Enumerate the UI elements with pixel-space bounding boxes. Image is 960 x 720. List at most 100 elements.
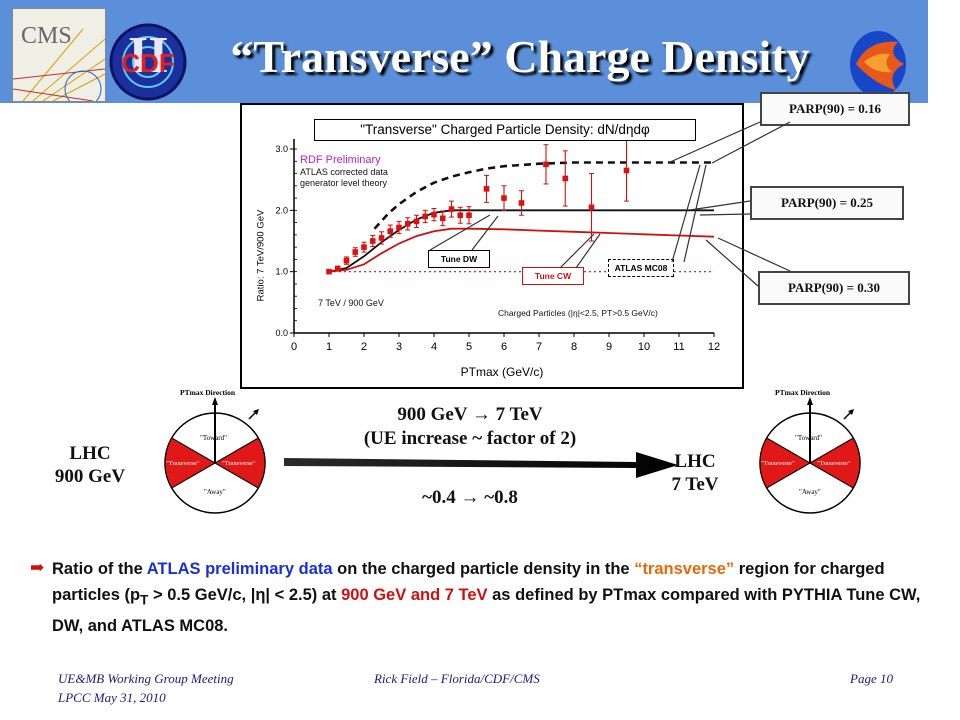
cms-logo-graphic xyxy=(13,28,105,101)
footer-meeting: UE&MB Working Group Meeting xyxy=(58,671,234,686)
x-tick-label: 2 xyxy=(361,341,367,353)
data-point xyxy=(562,175,569,182)
data-point xyxy=(343,257,350,264)
legend-line3: generator level theory xyxy=(300,178,388,188)
legend-line2: ATLAS corrected data xyxy=(300,167,388,177)
data-point xyxy=(439,215,446,222)
data-point xyxy=(483,186,490,192)
left-ptmax-direction: PTmax Direction xyxy=(180,388,236,397)
x-tick-label: 8 xyxy=(571,341,577,353)
left-transverse-right: "Transverse" xyxy=(222,460,256,467)
desc-p6: > 0.5 GeV/c, |η| < 2.5) at xyxy=(148,586,342,604)
data-point xyxy=(361,244,367,250)
series-atlas-mc08 xyxy=(373,161,714,230)
y-tick-label: 0.0 xyxy=(275,328,288,338)
cms-logo-text: CMS xyxy=(21,23,72,49)
parp-top-box: PARP(90) = 0.16 xyxy=(760,92,910,126)
cms-logo: CMS xyxy=(12,8,106,102)
lhc-7-line2: 7 TeV xyxy=(671,474,719,495)
data-point xyxy=(448,206,455,212)
desc-p8: as defined by PTmax compared with PYTHIA… xyxy=(52,586,921,636)
plot-ylabel: Ratio: 7 TeV/900 GeV xyxy=(255,209,267,302)
desc-energies: 900 GeV and 7 TeV xyxy=(341,586,488,604)
cdf-logo: II CDF xyxy=(108,22,188,102)
plot-title: "Transverse" Charged Particle Density: d… xyxy=(360,122,626,137)
data-point xyxy=(396,224,402,231)
desc-p5: region for charged particles (p xyxy=(52,560,885,604)
right-transverse-right: "Transverse" xyxy=(817,460,851,467)
cdf-numeral: II xyxy=(128,27,169,84)
lhc-7-line1: LHC xyxy=(674,451,716,472)
right-event-diagram: PTmax Direction "Toward" "Transverse" "T… xyxy=(755,386,865,518)
desc-p3: on the charged particle density in the xyxy=(332,560,635,578)
atlas-mc08-label: ATLAS MC08 xyxy=(608,259,674,277)
desc-atlas-data: ATLAS preliminary data xyxy=(146,560,333,578)
x-tick-label: 9 xyxy=(606,341,612,353)
data-point xyxy=(623,167,630,174)
plot-xlabel: PTmax (GeV/c) xyxy=(460,365,544,379)
arrow-bullet-icon: ➡ xyxy=(30,558,45,577)
legend-preliminary: RDF Preliminary xyxy=(300,154,381,166)
lhc-900-line2: 900 GeV xyxy=(54,466,126,487)
right-toward: "Toward" xyxy=(795,434,822,442)
data-point xyxy=(378,235,385,241)
footer-venue: LPCC May 31, 2010 xyxy=(58,690,166,705)
y-tick-label: 1.0 xyxy=(275,267,288,277)
x-tick-label: 3 xyxy=(396,341,402,353)
desc-p1: Ratio of the xyxy=(52,560,147,578)
x-tick-label: 1 xyxy=(326,341,332,353)
ratio-plot: 0 1 2 3 4 5 6 7 8 9 10 11 120.01.02.03.0 xyxy=(275,139,720,353)
plot-title-greek: ηdφ xyxy=(625,122,650,137)
left-transverse-left: "Transverse" xyxy=(166,460,200,467)
plot-frame: 0 1 2 3 4 5 6 7 8 9 10 11 12 0.0 1.0 2.0 3.0 "Transverse… xyxy=(240,103,744,389)
x-tick-label: 4 xyxy=(431,341,437,353)
x-tick-label: 5 xyxy=(466,341,472,353)
tune-cw-label: Tune CW xyxy=(522,267,584,285)
right-ptmax-direction: PTmax Direction xyxy=(775,388,831,397)
charged-particles-label: Charged Particles (|η|<2.5, PT>0.5 GeV/c… xyxy=(498,308,658,318)
description-text: Ratio of the ATLAS preliminary data on t… xyxy=(52,556,922,639)
x-tick-label: 12 xyxy=(708,341,720,353)
data-point xyxy=(387,228,394,234)
arrow-shape xyxy=(284,452,678,478)
right-away: "Away" xyxy=(799,488,821,496)
desc-transverse: “transverse” xyxy=(634,560,735,578)
right-event-diagram-graphic xyxy=(759,397,861,514)
cdf-text: CDF xyxy=(121,48,175,78)
florida-logo-graphic xyxy=(850,31,906,97)
data-point xyxy=(404,221,411,227)
tune-dw-label: Tune DW xyxy=(428,250,490,268)
data-point xyxy=(518,200,525,206)
data-point xyxy=(352,249,359,255)
right-transverse-left: "Transverse" xyxy=(761,460,795,467)
florida-logo xyxy=(846,24,910,100)
data-point xyxy=(422,213,429,220)
data-point xyxy=(326,268,332,275)
density-change-label: ~0.4 → ~0.8 xyxy=(422,487,518,508)
data-point xyxy=(588,204,595,211)
data-point xyxy=(431,211,437,218)
parp-mid-box: PARP(90) = 0.25 xyxy=(750,186,904,220)
energy-change-label: 900 GeV → 7 TeV xyxy=(397,404,543,425)
parp-bottom-box: PARP(90) = 0.30 xyxy=(758,271,910,305)
x-tick-label: 11 xyxy=(673,341,684,353)
x-tick-label: 6 xyxy=(501,341,507,353)
x-tick-label: 10 xyxy=(638,341,650,353)
energy-arrow xyxy=(284,452,678,478)
data-point xyxy=(369,238,376,244)
x-tick-label: 7 xyxy=(536,341,542,353)
lhc-900-label: LHC 900 GeV xyxy=(30,442,150,488)
energy-ratio-label: 7 TeV / 900 GeV xyxy=(318,298,384,308)
slide-title: “Transverse” Charge Density xyxy=(230,31,810,82)
cdf-logo-graphic xyxy=(109,23,187,101)
lhc-900-line1: LHC xyxy=(69,443,111,464)
left-event-diagram-graphic xyxy=(164,397,266,514)
lhc-7-label: LHC 7 TeV xyxy=(640,450,750,496)
x-tick-label: 0 xyxy=(291,341,297,353)
footer-page: Page 10 xyxy=(850,671,893,686)
left-toward: "Toward" xyxy=(200,434,227,442)
footer-author: Rick Field – Florida/CDF/CMS xyxy=(374,671,540,686)
ue-increase-label: (UE increase ~ factor of 2) xyxy=(363,428,577,449)
data-point xyxy=(334,265,341,272)
y-tick-label: 2.0 xyxy=(275,205,288,215)
